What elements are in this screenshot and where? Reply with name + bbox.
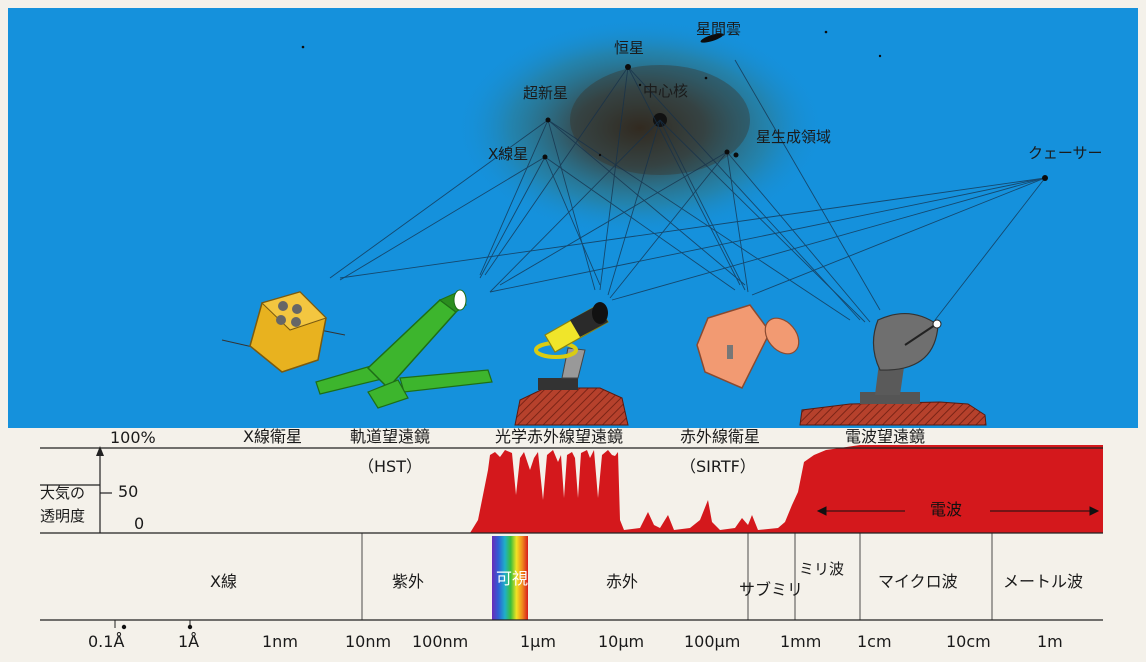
band-microwave: マイクロ波 — [878, 572, 958, 591]
visible-spectrum-swatch — [492, 536, 528, 620]
light-rays — [329, 59, 1046, 323]
spectrum-table-lines — [40, 447, 1103, 621]
sky-object-points — [301, 30, 1048, 181]
scale-1nm: 1nm — [262, 632, 298, 651]
atmospheric-transparency-fill — [470, 445, 1103, 533]
label-xray-star: X線星 — [488, 145, 529, 163]
label-star: 恒星 — [614, 39, 645, 57]
label-star-forming-region: 星生成領域 — [756, 128, 832, 146]
label-hst: 軌道望遠鏡 — [350, 427, 431, 446]
scale-10nm: 10nm — [345, 632, 392, 651]
tick-0-label: 0 — [134, 514, 145, 533]
radio-range-arrows — [816, 506, 1100, 516]
xray-star-point — [542, 154, 548, 160]
scale-1um: 1μm — [520, 632, 556, 651]
band-xray: X線 — [210, 572, 237, 591]
band-meter: メートル波 — [1003, 572, 1084, 591]
quasar-point — [1042, 175, 1048, 181]
axis-title-line1: 大気の — [40, 484, 86, 502]
hst-illustration — [315, 289, 493, 409]
star-forming-point-1 — [724, 149, 730, 155]
galaxy-nebula — [455, 18, 825, 238]
axis-title-line2: 透明度 — [40, 507, 86, 525]
radio-telescope-illustration — [799, 312, 987, 426]
radio-window-label: 電波 — [930, 500, 963, 519]
label-xray-satellite: X線衛星 — [243, 427, 302, 446]
scale-1m: 1m — [1037, 632, 1063, 651]
scale-10um: 10μm — [598, 632, 645, 651]
band-mm: ミリ波 — [799, 560, 845, 578]
scale-1cm: 1cm — [857, 632, 892, 651]
scale-100nm: 100nm — [412, 632, 469, 651]
label-sirtf-sub: （SIRTF） — [680, 457, 756, 476]
tick-50-label: 50 — [118, 482, 139, 501]
label-radio-telescope: 電波望遠鏡 — [845, 427, 926, 446]
sirtf-illustration — [696, 304, 800, 389]
band-submm: サブミリ — [739, 580, 804, 599]
label-quasar: クェーサー — [1028, 144, 1103, 162]
label-sirtf: 赤外線衛星 — [680, 427, 761, 446]
label-hst-sub: （HST） — [358, 457, 422, 476]
label-supernova: 超新星 — [523, 84, 569, 102]
star-forming-point-2 — [733, 152, 739, 158]
tick-100-label: 100% — [110, 428, 156, 447]
interstellar-cloud-point — [700, 33, 724, 43]
axis-up-arrow-head — [96, 446, 104, 456]
scale-1-angstrom: 1Å — [178, 632, 200, 651]
scale-0-1-angstrom: 0.1Å — [88, 632, 125, 651]
scale-markers — [114, 620, 193, 630]
band-uv: 紫外 — [392, 572, 425, 591]
label-core: 中心核 — [643, 82, 689, 100]
label-interstellar-cloud: 星間雲 — [696, 20, 742, 38]
xray-satellite-illustration — [221, 291, 346, 373]
scale-10cm: 10cm — [946, 632, 991, 651]
supernova-point — [545, 117, 551, 123]
band-visible: 可視 — [496, 569, 529, 588]
scale-100um: 100μm — [684, 632, 741, 651]
band-infrared: 赤外 — [606, 572, 639, 591]
label-optical-ir: 光学赤外線望遠鏡 — [495, 427, 624, 446]
optical-telescope-illustration — [514, 302, 629, 426]
scale-1mm: 1mm — [780, 632, 822, 651]
star-point — [625, 64, 631, 70]
